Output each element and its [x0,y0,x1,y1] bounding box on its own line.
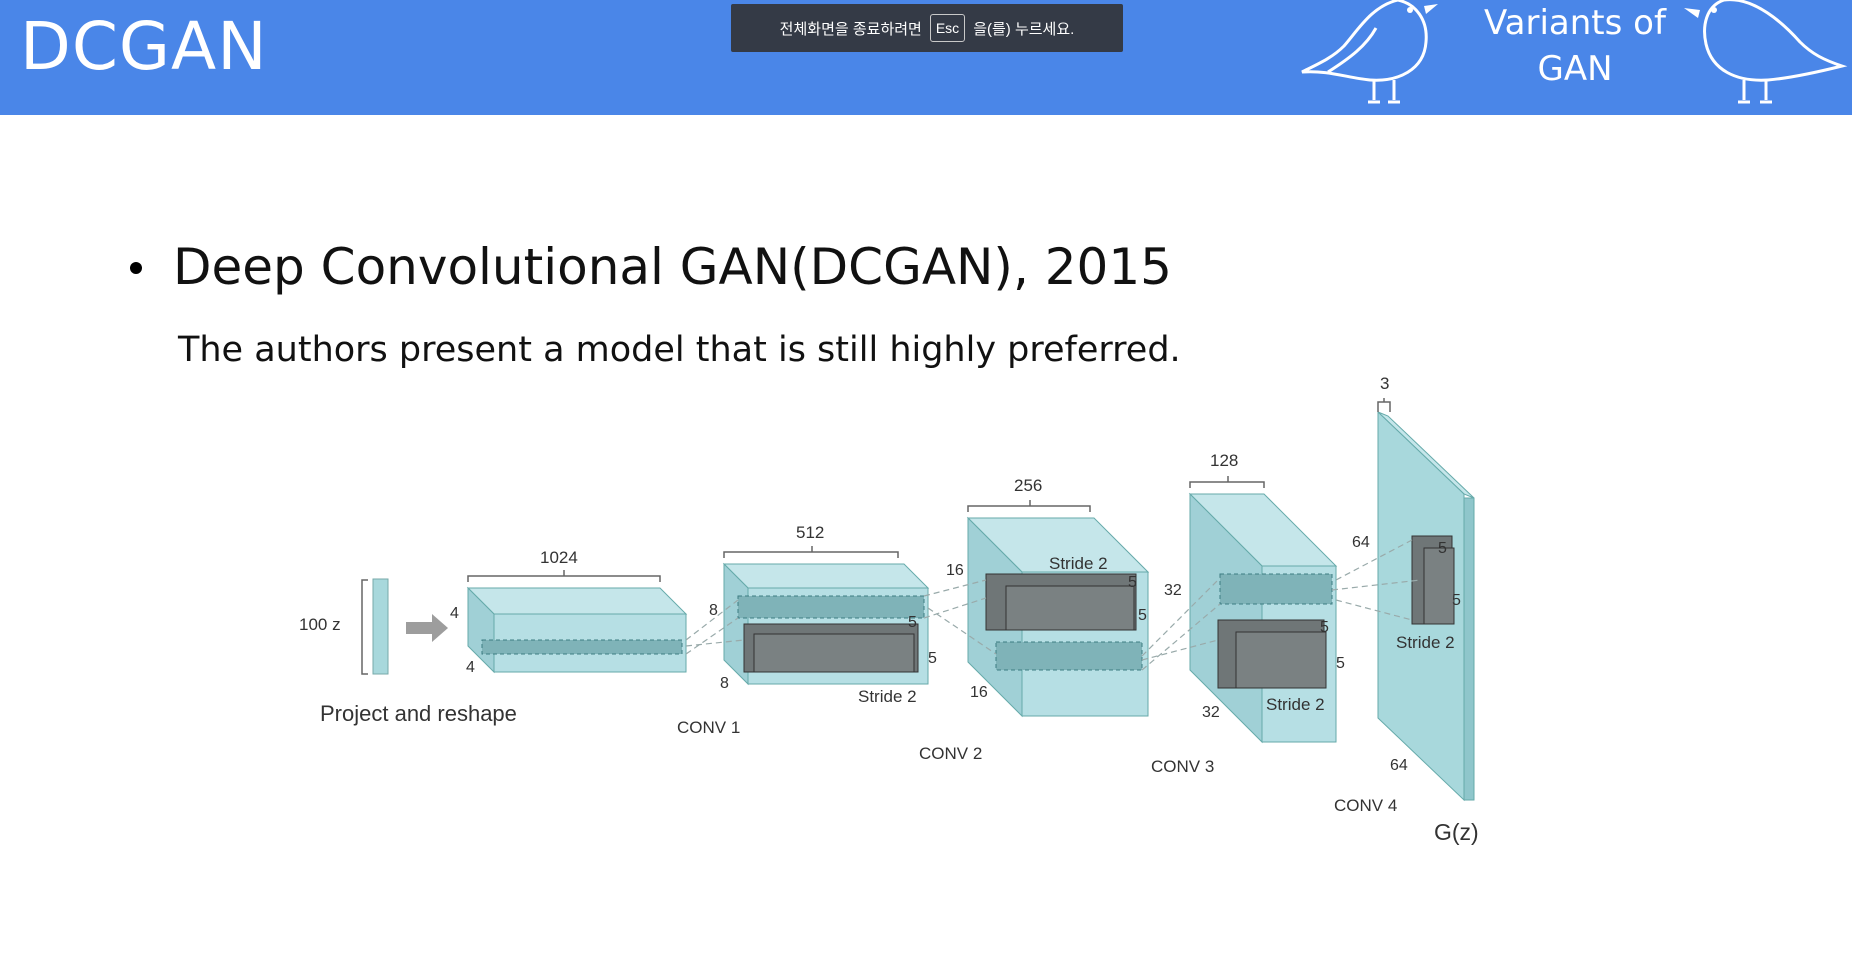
conv2-size-top: 8 [709,602,718,619]
conv4-size-bottom: 32 [1202,704,1220,721]
toast-text-before: 전체화면을 종료하려면 [779,20,922,38]
z-vector [372,578,389,675]
conv1-size-bottom: 4 [466,659,475,676]
fullscreen-exit-toast: 전체화면을 종료하려면 Esc 을(를) 누르세요. [731,4,1123,52]
output-kernel-a: 5 [1438,540,1447,557]
conv1-depth: 1024 [540,548,578,567]
z-label: 100 z [299,615,341,634]
conv4-label: CONV 4 [1334,796,1397,815]
conv4-kernel-b: 5 [1336,655,1345,672]
conv3-depth: 256 [1014,476,1042,495]
variants-of-gan-badge: Variants of GAN [1470,0,1680,92]
conv2-stride-label: Stride 2 [858,687,917,706]
project-label: Project and reshape [320,701,517,726]
badge-line-2: GAN [1537,49,1613,89]
conv4-depth: 128 [1210,451,1238,470]
conv4-size-top: 32 [1164,582,1182,599]
conv4-stride-label: Stride 2 [1266,695,1325,714]
slide-header: DCGAN 전체화면을 종료하려면 Esc 을(를) 누르세요. Variant… [0,0,1852,115]
conv3-stride-label: Stride 2 [1049,554,1108,573]
conv4-block [1188,492,1338,744]
conv1-block [466,586,688,674]
conv2-size-bottom: 8 [720,675,729,692]
conv3-label: CONV 3 [1151,757,1214,776]
output-size-top: 64 [1352,534,1370,551]
conv3-size-top: 16 [946,562,964,579]
slide-subtitle: The authors present a model that is stil… [178,330,1181,370]
conv2-kernel-a: 5 [908,614,917,631]
left-bird-icon [1301,0,1438,104]
conv4-kernel-a: 5 [1320,619,1329,636]
conv3-size-bottom: 16 [970,684,988,701]
z-bracket [361,579,368,675]
right-bird-icon [1684,0,1848,104]
output-kernel-b: 5 [1452,592,1461,609]
bullet-heading: Deep Convolutional GAN(DCGAN), 2015 [173,238,1172,296]
conv1-label: CONV 1 [677,718,740,737]
bullet-dot [130,262,142,274]
conv3-kernel-b: 5 [1138,607,1147,624]
reshape-arrow-icon [406,614,448,642]
output-label: G(z) [1434,819,1479,845]
output-plane [1377,410,1475,802]
conv3-block [966,516,1150,718]
brand-title: DCGAN [20,8,268,85]
output-stride-label: Stride 2 [1396,633,1455,652]
toast-text-after: 을(를) 누르세요. [973,20,1075,38]
conv3-kernel-a: 5 [1128,574,1137,591]
dashed-connectors [685,539,1421,671]
conv2-kernel-b: 5 [928,650,937,667]
conv2-label: CONV 2 [919,744,982,763]
output-depth: 3 [1380,374,1389,393]
conv1-size-top: 4 [450,605,459,622]
conv2-depth: 512 [796,523,824,542]
output-size-bottom: 64 [1390,757,1408,774]
esc-key-hint[interactable]: Esc [929,14,966,42]
badge-line-1: Variants of [1484,3,1666,43]
conv2-block [722,562,930,686]
